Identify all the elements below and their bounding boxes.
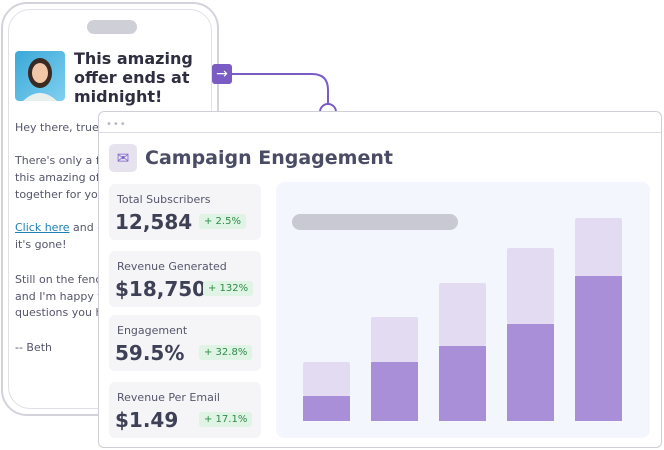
dashboard-title: Campaign Engagement [145, 147, 393, 169]
bar [303, 396, 350, 421]
headline: This amazing [74, 49, 193, 68]
email-line: together for you. [15, 188, 109, 201]
email-line: questions you ha [15, 306, 110, 319]
stat-change: + 17.1% [199, 412, 253, 427]
envelope-icon: ✉ [109, 144, 137, 172]
bar [439, 283, 486, 346]
email-line: -- Beth [15, 341, 53, 354]
email-line: There's only a fe [15, 154, 107, 167]
stat-label: Total Subscribers [117, 193, 211, 206]
bar [507, 324, 554, 421]
bar [575, 276, 622, 421]
stat-change: + 132% [203, 281, 254, 296]
headline: offer ends at [74, 68, 190, 87]
stat-change: + 32.8% [199, 345, 253, 360]
stat-card: Total Subscribers 12,584 + 2.5% [109, 184, 261, 240]
stat-value: 12,584 [115, 210, 193, 234]
bar [371, 362, 418, 421]
placeholder-bar [292, 214, 458, 230]
email-link[interactable]: Click here [15, 221, 70, 234]
email-line: Hey there, true b [15, 121, 110, 134]
stat-card: Engagement 59.5% + 32.8% [109, 315, 261, 371]
arrow-icon: → [212, 64, 232, 84]
email-line: this amazing offe [15, 171, 111, 184]
avatar [15, 51, 65, 101]
stat-change: + 2.5% [199, 214, 246, 229]
email-line: and I'm happy to [15, 290, 109, 303]
window-dots: ••• [106, 119, 127, 130]
headline: midnight! [74, 87, 163, 106]
chart [303, 218, 622, 421]
bar [439, 346, 486, 421]
notch [87, 20, 137, 34]
stat-card: Revenue Per Email $1.49 + 17.1% [109, 382, 261, 438]
divider [99, 132, 661, 133]
stat-value: $18,750 [115, 277, 207, 301]
bar [303, 362, 350, 396]
dashboard-window: ••• ✉ Campaign Engagement Total Subscrib… [98, 111, 662, 448]
email-line: Click here and ge [15, 221, 111, 234]
stat-label: Engagement [117, 324, 188, 337]
stat-card: Revenue Generated $18,750 + 132% [109, 251, 261, 307]
stat-label: Revenue Generated [117, 260, 227, 273]
stat-label: Revenue Per Email [117, 391, 220, 404]
email-line: it's gone! [15, 238, 67, 251]
bar [371, 317, 418, 362]
chart-panel [276, 182, 650, 438]
stat-value: $1.49 [115, 408, 179, 432]
stat-value: 59.5% [115, 341, 185, 365]
bar [507, 248, 554, 324]
bar [575, 218, 622, 276]
email-line: Still on the fence [15, 273, 109, 286]
